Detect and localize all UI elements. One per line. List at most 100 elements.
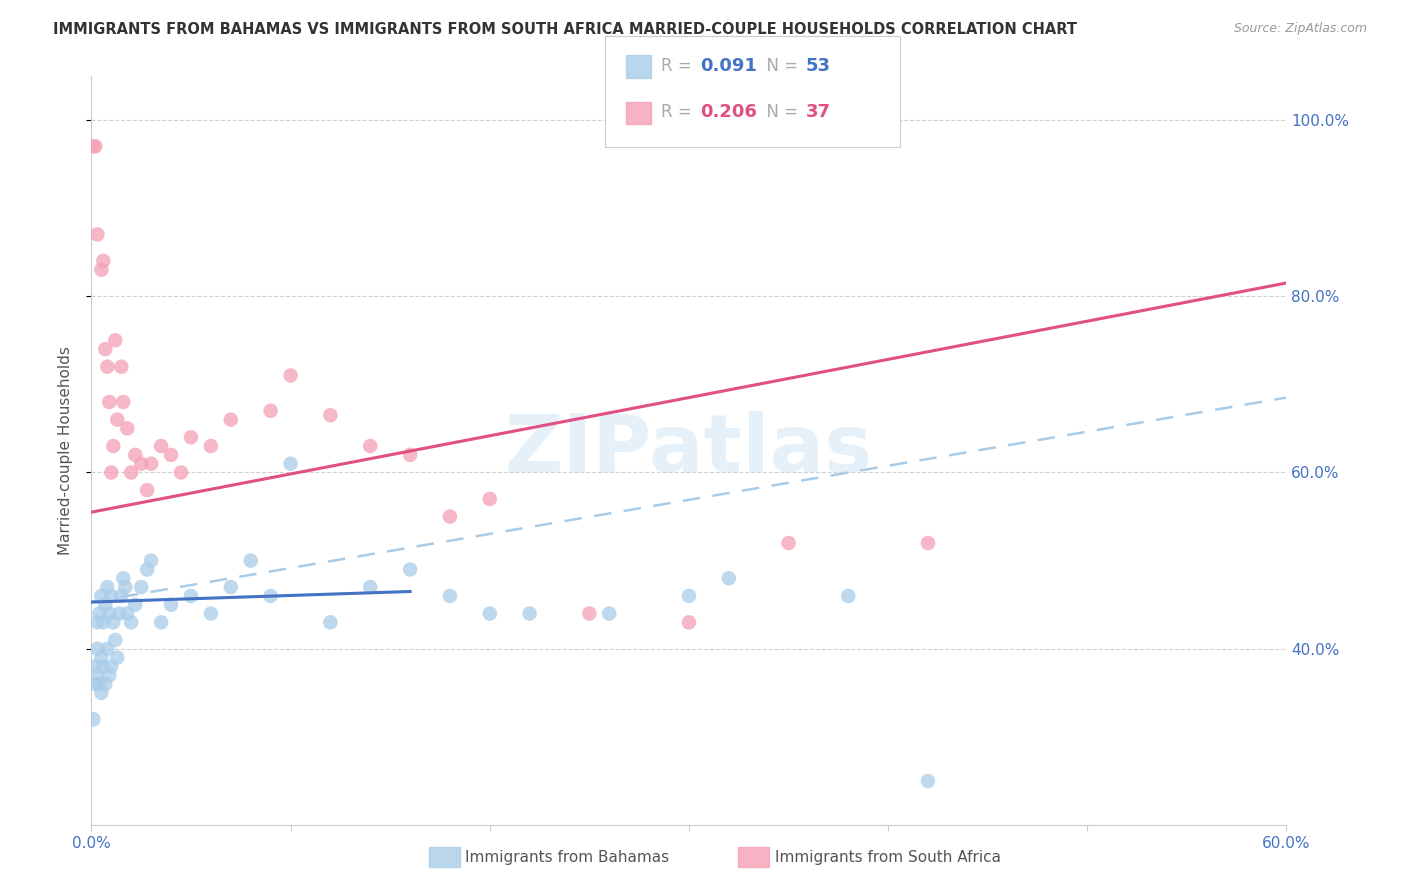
Point	[120, 615, 142, 630]
Point	[359, 439, 381, 453]
Point	[84, 139, 107, 153]
Text: R =: R =	[661, 57, 697, 75]
Point	[93, 254, 115, 268]
Point	[89, 677, 111, 691]
Text: Immigrants from Bahamas: Immigrants from Bahamas	[465, 850, 669, 864]
Point	[112, 395, 135, 409]
Point	[90, 589, 112, 603]
Point	[103, 615, 125, 630]
Point	[578, 607, 600, 621]
Point	[678, 615, 700, 630]
Point	[94, 342, 117, 356]
Text: 0.091: 0.091	[700, 57, 756, 75]
Point	[259, 404, 281, 418]
Point	[98, 607, 121, 621]
Point	[94, 677, 117, 691]
Point	[120, 466, 142, 480]
Point	[239, 554, 262, 568]
Point	[108, 607, 131, 621]
Point	[84, 677, 107, 691]
Point	[86, 641, 108, 656]
Point	[439, 589, 461, 603]
Point	[141, 554, 162, 568]
Point	[129, 580, 152, 594]
Point	[136, 483, 159, 497]
Point	[778, 536, 800, 550]
Text: N =: N =	[756, 57, 804, 75]
Point	[82, 712, 104, 726]
Point	[180, 589, 202, 603]
Point	[180, 430, 202, 444]
Point	[103, 439, 125, 453]
Text: 0.206: 0.206	[700, 103, 756, 121]
Point	[115, 421, 138, 435]
Point	[219, 580, 242, 594]
Point	[170, 466, 193, 480]
Point	[98, 395, 121, 409]
Point	[105, 650, 128, 665]
Point	[93, 615, 115, 630]
Point	[100, 589, 122, 603]
Point	[124, 448, 146, 462]
Point	[114, 580, 136, 594]
Text: 37: 37	[806, 103, 831, 121]
Text: IMMIGRANTS FROM BAHAMAS VS IMMIGRANTS FROM SOUTH AFRICA MARRIED-COUPLE HOUSEHOLD: IMMIGRANTS FROM BAHAMAS VS IMMIGRANTS FR…	[53, 22, 1077, 37]
Point	[112, 571, 135, 585]
Point	[219, 412, 242, 426]
Point	[439, 509, 461, 524]
Point	[124, 598, 146, 612]
Point	[678, 589, 700, 603]
Y-axis label: Married-couple Households: Married-couple Households	[58, 346, 73, 555]
Point	[104, 632, 127, 647]
Point	[82, 139, 104, 153]
Point	[200, 439, 222, 453]
Point	[200, 607, 222, 621]
Point	[837, 589, 859, 603]
Point	[96, 641, 118, 656]
Point	[100, 659, 122, 673]
Point	[478, 607, 501, 621]
Point	[150, 615, 173, 630]
Point	[115, 607, 138, 621]
Point	[519, 607, 541, 621]
Point	[160, 598, 183, 612]
Point	[136, 562, 159, 576]
Point	[160, 448, 183, 462]
Point	[96, 359, 118, 374]
Text: Source: ZipAtlas.com: Source: ZipAtlas.com	[1233, 22, 1367, 36]
Point	[359, 580, 381, 594]
Point	[917, 774, 939, 789]
Point	[129, 457, 152, 471]
Point	[90, 650, 112, 665]
Point	[98, 668, 121, 682]
Point	[86, 615, 108, 630]
Text: N =: N =	[756, 103, 804, 121]
Point	[280, 457, 302, 471]
Point	[150, 439, 173, 453]
Point	[399, 562, 422, 576]
Point	[96, 580, 118, 594]
Point	[89, 607, 111, 621]
Point	[86, 668, 108, 682]
Point	[86, 227, 108, 242]
Point	[93, 659, 115, 673]
Text: ZIPatlas: ZIPatlas	[505, 411, 873, 490]
Point	[478, 491, 501, 506]
Point	[110, 589, 132, 603]
Point	[90, 262, 112, 277]
Point	[717, 571, 740, 585]
Point	[259, 589, 281, 603]
Text: R =: R =	[661, 103, 697, 121]
Point	[94, 598, 117, 612]
Text: Immigrants from South Africa: Immigrants from South Africa	[775, 850, 1001, 864]
Point	[90, 686, 112, 700]
Point	[141, 457, 162, 471]
Point	[100, 466, 122, 480]
Text: 53: 53	[806, 57, 831, 75]
Point	[110, 359, 132, 374]
Point	[598, 607, 620, 621]
Point	[917, 536, 939, 550]
Point	[105, 412, 128, 426]
Point	[280, 368, 302, 383]
Point	[104, 333, 127, 347]
